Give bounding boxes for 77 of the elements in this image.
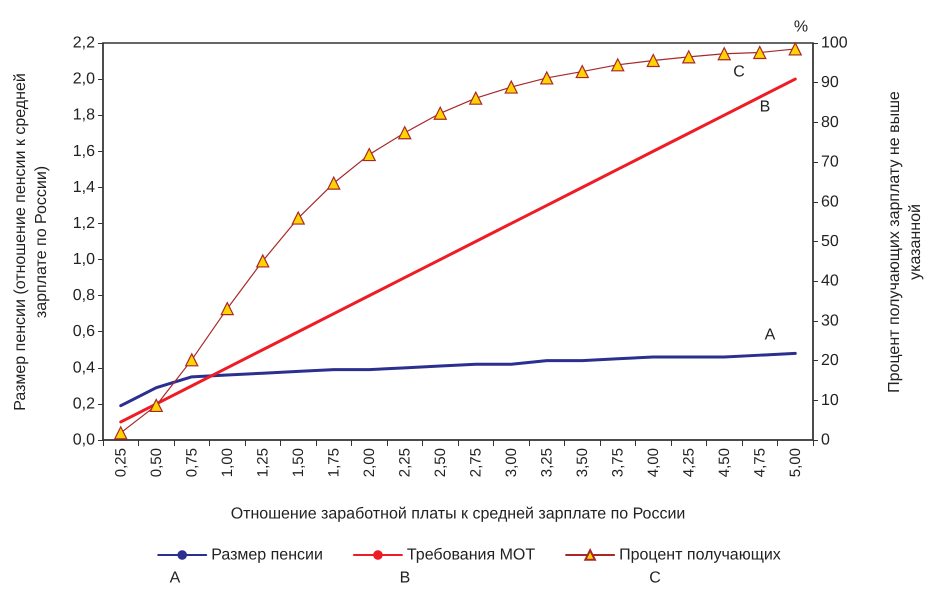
annotation: B: [760, 98, 770, 116]
point: [292, 211, 305, 225]
y2-tick-label: 30: [821, 312, 839, 330]
y2-axis-title: Процент получающих зарплату не выше указанной: [885, 90, 925, 394]
y-tick-label: 0,6: [72, 323, 96, 340]
y-tick-label: 0,0: [72, 432, 96, 448]
point: [540, 71, 554, 85]
y2-tick-label: 10: [821, 392, 839, 409]
y2-tick-label: 0: [821, 432, 830, 448]
line-series: [119, 352, 797, 408]
text: A: [170, 570, 181, 586]
point: [327, 176, 340, 190]
point: [150, 398, 163, 412]
point: [362, 148, 376, 162]
y-tick-label: 1,6: [72, 142, 96, 160]
x-tick-label: 3,00: [502, 448, 520, 478]
annotation: A: [764, 326, 776, 344]
y-tick-label: 0,2: [72, 395, 96, 412]
y2-tick-label: 100: [821, 34, 848, 52]
x-tick-label: 3,50: [574, 448, 591, 478]
x-tick-label: 1,25: [254, 448, 272, 478]
x-tick-label: 2,75: [467, 448, 484, 478]
x-tick-label: 0,50: [148, 448, 165, 478]
y2-tick-label: 40: [821, 272, 839, 290]
x-tick-label: 0,25: [112, 448, 130, 478]
point: [398, 126, 412, 140]
x-tick-label: 5,00: [786, 448, 804, 478]
point: [434, 106, 447, 120]
y-tick-label: 1,0: [72, 251, 96, 268]
y-tick-label: 1,8: [72, 106, 96, 124]
point: [646, 54, 660, 68]
x-tick-label: 3,25: [538, 448, 556, 478]
x-tick-label: 4,25: [680, 448, 698, 478]
y2-tick-label: 50: [821, 233, 839, 250]
x-tick-label: 1,50: [290, 448, 307, 478]
x-tick-label: 1,75: [325, 448, 342, 478]
text: %: [794, 18, 808, 36]
text: B: [400, 570, 410, 586]
point: [256, 254, 270, 268]
y2-tick-label: 80: [821, 114, 839, 131]
x-tick-label: 4,00: [644, 448, 662, 478]
y2-tick-label: 60: [821, 193, 839, 210]
point: [185, 353, 198, 366]
x-tick-label: 0,75: [183, 448, 200, 478]
point: [114, 426, 128, 440]
y-tick-label: 0,4: [72, 359, 96, 376]
x-tick-label: 4,75: [751, 448, 768, 478]
y-tick-label: 2,2: [72, 34, 96, 52]
y-axis-title: Размер пенсии (отношение пенсии к средней зарплате по России): [11, 72, 51, 412]
x-tick-label: 2,00: [360, 448, 378, 478]
annotation: C: [733, 64, 745, 80]
point: [718, 47, 731, 60]
x-tick-label: 4,50: [716, 448, 733, 478]
y2-tick-label: 20: [821, 352, 839, 370]
text: C: [649, 570, 661, 586]
point: [220, 302, 234, 316]
point: [504, 80, 518, 94]
y-tick-label: 1,2: [72, 214, 96, 232]
legend-label: Размер пенсии: [211, 546, 323, 564]
legend-label: Требования МОТ: [406, 546, 536, 564]
x-tick-label: 2,25: [396, 448, 414, 478]
point: [469, 92, 482, 105]
point: [682, 50, 696, 64]
x-tick-label: 2,50: [432, 448, 449, 478]
x-tick-label: 3,75: [609, 448, 626, 478]
y2-tick-label: 90: [821, 74, 839, 92]
point: [576, 64, 589, 78]
point: [788, 42, 802, 56]
legend-label: Процент получающих: [619, 546, 781, 564]
y-tick-label: 1,4: [72, 178, 96, 196]
y-tick-label: 0,8: [72, 287, 96, 304]
y2-tick-label: 70: [821, 154, 839, 171]
point: [611, 58, 624, 72]
point: [753, 46, 766, 60]
x-tick-label: 1,00: [218, 448, 236, 478]
x-axis-title: Отношение заработной платы к средней зарплате по России: [230, 506, 686, 522]
y-tick-label: 2,0: [72, 70, 96, 88]
